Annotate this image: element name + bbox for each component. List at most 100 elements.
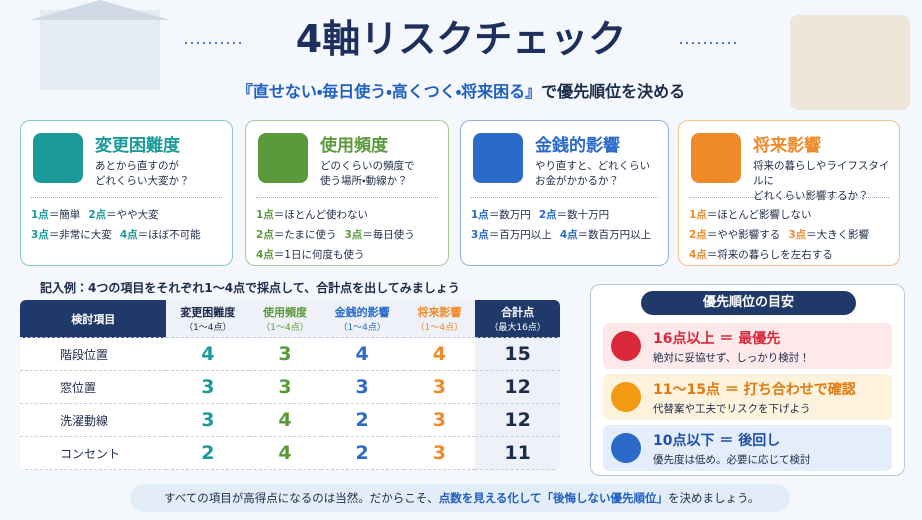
item-cell: 階段位置 — [20, 338, 167, 371]
card-scale: 1点＝簡単 2点＝やや大変 3点＝非常に大変 4点＝ほぼ不可能 — [31, 205, 226, 245]
priority-level: 11～15点 ＝ 打ち合わせで確認代替案や工夫でリスクを下げよう — [603, 374, 892, 420]
scale-item: 3点＝大きく影響 — [788, 225, 869, 245]
score-cell: 4 — [249, 437, 321, 470]
card-scale: 1点＝ほとんど影響しない 2点＝やや影響する 3点＝大きく影響 4点＝将来の暮らしを左… — [689, 205, 893, 265]
scale-item: 2点＝やや大変 — [88, 205, 158, 225]
house-illustration — [40, 10, 160, 90]
column-sub: （1～4点） — [261, 323, 309, 333]
card-description: 将来の暮らしやライフスタイルに どれくらい影響するか？ — [753, 160, 890, 202]
priority-level: 10点以下 ＝ 後回し優先度は低め。必要に応じて検討 — [603, 425, 892, 471]
level-heading: 16点以上 ＝ 最優先 — [653, 331, 781, 347]
footer-after: を決めましょう。 — [668, 491, 760, 505]
scale-item: 4点＝数百万円以上 — [560, 225, 651, 245]
scale-point: 1点 — [31, 209, 49, 221]
risk-card: 将来影響 将来の暮らしやライフスタイルに どれくらい影響するか？ 1点＝ほとんど影響… — [678, 120, 900, 266]
level-heading: 11～15点 ＝ 打ち合わせで確認 — [653, 382, 856, 398]
title: 4軸リスクチェック — [295, 17, 627, 61]
scale-text: ＝将来の暮らしを左右する — [706, 249, 833, 261]
scale-point: 4点 — [256, 249, 274, 261]
column-name: 検討項目 — [71, 312, 116, 326]
score-cell: 3 — [249, 371, 321, 404]
score-cell: 3 — [320, 371, 404, 404]
level-text: 絶対に妥協せず、しっかり検討！ — [653, 352, 810, 364]
scale-item: 1点＝ほとんど影響しない — [689, 205, 812, 225]
card-icon — [473, 133, 523, 183]
scale-point: 2点 — [256, 229, 274, 241]
scale-item: 1点＝数万円 — [471, 205, 531, 225]
scale-item: 3点＝百万円以上 — [471, 225, 552, 245]
score-cell: 2 — [320, 437, 404, 470]
scale-text: ＝簡単 — [48, 209, 81, 221]
column-name: 将来影響 — [417, 306, 462, 319]
scale-point: 1点 — [471, 209, 489, 221]
score-cell: 4 — [403, 338, 476, 371]
column-header: 使用頻度 （1～4点） — [249, 300, 321, 338]
level-icon — [611, 433, 641, 463]
column-name: 変更困難度 — [180, 306, 236, 319]
table-row: 階段位置 4 3 4 4 15 — [20, 338, 560, 371]
score-cell: 15 — [475, 338, 560, 371]
risk-card: 変更困難度 あとから直すのが どれくらい大変か？ 1点＝簡単 2点＝やや大変 3点＝非常… — [20, 120, 233, 266]
column-header: 変更困難度 （1～4点） — [166, 300, 250, 338]
scale-item: 1点＝ほとんど使わない — [256, 205, 368, 225]
risk-card: 使用頻度 どのくらいの頻度で 使う場所・動線か？ 1点＝ほとんど使わない 2点＝たまに… — [245, 120, 449, 266]
card-description: どのくらいの頻度で 使う場所・動線か？ — [320, 160, 415, 187]
footer-before: すべての項目が高得点になるのは当然。だからこそ、 — [164, 491, 439, 505]
card-title: 将来影響 — [753, 136, 821, 156]
score-cell: 4 — [249, 404, 321, 437]
scale-point: 4点 — [559, 229, 578, 241]
level-icon — [611, 382, 641, 412]
card-title: 使用頻度 — [320, 136, 388, 156]
scale-text: ＝百万円以上 — [488, 229, 552, 241]
scale-item: 3点＝毎日使う — [345, 225, 415, 245]
card-description: やり直すと、どれくらい お金がかかるか？ — [535, 160, 651, 187]
scale-text: ＝数百万円以上 — [577, 229, 652, 241]
card-scale: 1点＝ほとんど使わない 2点＝たまに使う 3点＝毎日使う 4点＝1日に何度も使う — [256, 205, 442, 265]
priority-panel: 優先順位の目安 16点以上 ＝ 最優先絶対に妥協せず、しっかり検討！ 11～15点… — [590, 284, 905, 476]
column-header: 金銭的影響 （1～4点） — [320, 300, 404, 338]
score-cell: 4 — [166, 338, 250, 371]
item-cell: 洗濯動線 — [20, 404, 167, 437]
priority-title: 優先順位の目安 — [641, 291, 856, 315]
scale-text: ＝やや影響する — [706, 229, 781, 241]
subtitle: 『直せない・毎日使う・高くつく・将来困る』で優先順位を決める — [0, 78, 922, 102]
card-title: 変更困難度 — [95, 136, 180, 156]
column-header: 検討項目 — [20, 300, 167, 338]
scale-text: ＝ほぼ不可能 — [137, 229, 201, 241]
scale-text: ＝たまに使う — [273, 229, 337, 241]
card-divider — [471, 197, 658, 198]
scale-text: ＝やや大変 — [106, 209, 159, 221]
scale-item: 4点＝1日に何度も使う — [256, 245, 365, 265]
scale-point: 1点 — [689, 209, 707, 221]
card-divider — [256, 197, 438, 198]
footer-highlight: 点数を見える化して「後悔しない優先順位」 — [438, 491, 669, 505]
score-cell: 3 — [166, 404, 250, 437]
level-heading: 10点以下 ＝ 後回し — [653, 433, 781, 449]
scale-point: 1点 — [256, 209, 274, 221]
footer-note: すべての項目が高得点になるのは当然。だからこそ、点数を見える化して「後悔しない優… — [130, 484, 790, 512]
level-text: 優先度は低め。必要に応じて検討 — [653, 454, 811, 466]
header-row: 検討項目 変更困難度 （1～4点） 使用頻度 （1～4点） 金銭的影響 （1～4点） 将来影響… — [20, 300, 560, 338]
card-icon — [33, 133, 83, 183]
column-sub: （1～4点） — [415, 323, 464, 333]
score-cell: 3 — [166, 371, 250, 404]
house-roof — [30, 0, 170, 20]
score-cell: 12 — [475, 404, 560, 437]
scale-item: 4点＝将来の暮らしを左右する — [689, 245, 833, 265]
scale-point: 2点 — [689, 229, 707, 241]
card-title: 金銭的影響 — [535, 136, 620, 156]
decoration — [30, 0, 910, 110]
scale-text: ＝数万円 — [488, 209, 531, 221]
level-text: 代替案や工夫でリスクを下げよう — [653, 403, 811, 415]
scale-item: 2点＝数十万円 — [539, 205, 609, 225]
scale-text: ＝ほとんど使わない — [273, 209, 368, 221]
score-cell: 3 — [403, 404, 476, 437]
scale-item: 2点＝たまに使う — [256, 225, 337, 245]
scale-point: 3点 — [31, 229, 49, 241]
table-row: コンセント 2 4 2 3 11 — [20, 437, 560, 470]
score-cell: 11 — [475, 437, 560, 470]
scale-text: ＝1日に何度も使う — [273, 249, 365, 261]
card-icon — [691, 133, 741, 183]
column-sub: （1～4点） — [184, 323, 232, 333]
card-scale: 1点＝数万円 2点＝数十万円 3点＝百万円以上 4点＝数百万円以上 — [471, 205, 662, 245]
